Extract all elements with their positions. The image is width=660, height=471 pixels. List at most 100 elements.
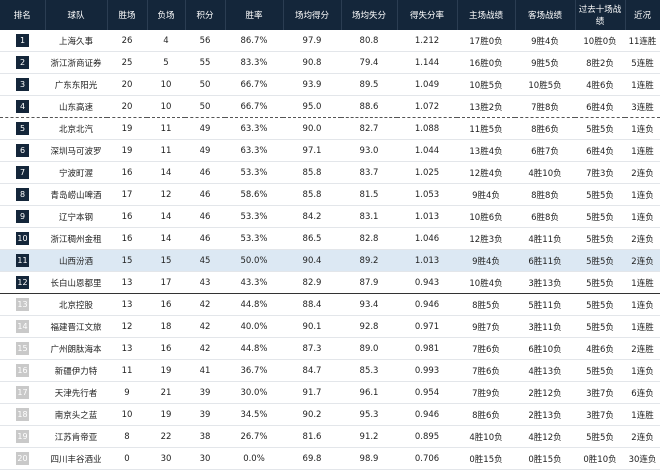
stat-cell: 84.2 [283, 205, 341, 228]
stat-cell: 41 [185, 359, 225, 382]
stat-cell: 30.0% [225, 381, 283, 404]
column-header: 胜率 [225, 0, 284, 30]
rank-cell: 9 [0, 205, 45, 228]
stat-cell: 1连负 [625, 293, 660, 316]
stat-cell: 85.8 [283, 183, 341, 206]
team-row: 3 广东东阳光 20 10 50 66.7% 93.9 89.5 1.049 10胜5负 10胜5负… [0, 73, 660, 96]
stat-cell: 58.6% [225, 183, 283, 206]
stat-cell: 4胜13负 [515, 359, 575, 382]
stat-cell: 10胜5负 [457, 73, 515, 96]
team-name: 广东东阳光 [45, 73, 107, 96]
column-header: 主场战绩 [457, 0, 516, 30]
stat-cell: 3胜7负 [575, 403, 625, 426]
stat-cell: 53.3% [225, 205, 283, 228]
stat-cell: 9 [107, 381, 147, 404]
rank-cell: 3 [0, 73, 45, 96]
stat-cell: 1连负 [625, 205, 660, 228]
stat-cell: 26 [107, 30, 147, 52]
column-header: 场均得分 [283, 0, 342, 30]
team-name: 宁波町渥 [45, 161, 107, 184]
stat-cell: 1.025 [397, 161, 457, 184]
rank-badge: 9 [16, 210, 29, 223]
stat-cell: 1.144 [397, 51, 457, 74]
stat-cell: 85.8 [283, 161, 341, 184]
column-header: 球队 [45, 0, 108, 30]
stat-cell: 1连胜 [625, 73, 660, 96]
rank-cell: 5 [0, 117, 45, 140]
stat-cell: 9胜4负 [457, 183, 515, 206]
stat-cell: 88.4 [283, 293, 341, 316]
stat-cell: 81.6 [283, 425, 341, 448]
rank-badge: 11 [16, 254, 29, 267]
stat-cell: 95.0 [283, 95, 341, 118]
rank-badge: 5 [16, 122, 29, 135]
rank-cell: 14 [0, 315, 45, 338]
stat-cell: 20 [107, 95, 147, 118]
rank-cell: 10 [0, 227, 45, 250]
rank-cell: 19 [0, 425, 45, 448]
stat-cell: 90.4 [283, 249, 341, 272]
team-name: 北京北汽 [45, 117, 107, 140]
stat-cell: 14 [147, 205, 185, 228]
column-header: 场均失分 [341, 0, 398, 30]
stat-cell: 2连负 [625, 227, 660, 250]
stat-cell: 19 [107, 117, 147, 140]
stat-cell: 69.8 [283, 447, 341, 470]
stat-cell: 39 [185, 403, 225, 426]
rank-badge: 20 [16, 452, 29, 465]
stat-cell: 1连负 [625, 183, 660, 206]
stat-cell: 50 [185, 73, 225, 96]
team-row: 9 辽宁本钢 16 14 46 53.3% 84.2 83.1 1.013 10胜6负 6胜8负 5胜… [0, 205, 660, 228]
stat-cell: 9胜5负 [515, 51, 575, 74]
team-row: 8 青岛崂山啤酒 17 12 46 58.6% 85.8 81.5 1.053 9胜4负 8胜8负 5… [0, 183, 660, 206]
team-row: 7 宁波町渥 16 14 46 53.3% 85.8 83.7 1.025 12胜4负 4胜10负 7… [0, 161, 660, 184]
stat-cell: 5胜5负 [575, 359, 625, 382]
rank-cell: 17 [0, 381, 45, 404]
rank-cell: 20 [0, 447, 45, 470]
stat-cell: 2连胜 [625, 337, 660, 360]
stat-cell: 12 [147, 183, 185, 206]
stat-cell: 5胜5负 [575, 271, 625, 294]
stat-cell: 11 [147, 139, 185, 162]
stat-cell: 0.993 [397, 359, 457, 382]
stat-cell: 1.046 [397, 227, 457, 250]
stat-cell: 43.3% [225, 271, 283, 294]
rank-cell: 4 [0, 95, 45, 118]
stat-cell: 4胜11负 [515, 227, 575, 250]
stat-cell: 93.9 [283, 73, 341, 96]
team-name: 深圳马可波罗 [45, 139, 107, 162]
stat-cell: 6胜11负 [515, 249, 575, 272]
stat-cell: 2连负 [625, 249, 660, 272]
stat-cell: 9胜7负 [457, 315, 515, 338]
stat-cell: 81.5 [341, 183, 397, 206]
stat-cell: 34.5% [225, 403, 283, 426]
stat-cell: 91.2 [341, 425, 397, 448]
stat-cell: 15 [107, 249, 147, 272]
rank-badge: 3 [16, 78, 29, 91]
stat-cell: 1连胜 [625, 271, 660, 294]
stat-cell: 7胜9负 [457, 381, 515, 404]
stat-cell: 63.3% [225, 117, 283, 140]
team-name: 山东高速 [45, 95, 107, 118]
team-name: 浙江浙商证券 [45, 51, 107, 74]
stat-cell: 9胜4负 [457, 249, 515, 272]
rank-cell: 13 [0, 293, 45, 316]
team-row: 2 浙江浙商证券 25 5 55 83.3% 90.8 79.4 1.144 16胜0负 9胜5负 8… [0, 51, 660, 74]
stat-cell: 0胜10负 [575, 447, 625, 470]
stat-cell: 10胜0负 [575, 30, 625, 52]
stat-cell: 3胜11负 [515, 315, 575, 338]
stat-cell: 53.3% [225, 227, 283, 250]
rank-badge: 18 [16, 408, 29, 421]
column-header: 近况 [625, 0, 660, 30]
stat-cell: 4 [147, 30, 185, 52]
stat-cell: 66.7% [225, 95, 283, 118]
team-row: 10 浙江稠州金租 16 14 46 53.3% 86.5 82.8 1.046 12胜3负 4胜1… [0, 227, 660, 250]
stat-cell: 5胜5负 [575, 315, 625, 338]
header-row: 排名 球队 胜场 负场 积分 胜率 场均得分 场均失分 得失分率 主场战绩 客场战绩 过去十场战绩 近况 [0, 0, 660, 30]
stat-cell: 84.7 [283, 359, 341, 382]
stat-cell: 1.044 [397, 139, 457, 162]
stat-cell: 39 [185, 381, 225, 404]
stat-cell: 82.9 [283, 271, 341, 294]
stat-cell: 7胜3负 [575, 161, 625, 184]
stat-cell: 82.7 [341, 117, 397, 140]
